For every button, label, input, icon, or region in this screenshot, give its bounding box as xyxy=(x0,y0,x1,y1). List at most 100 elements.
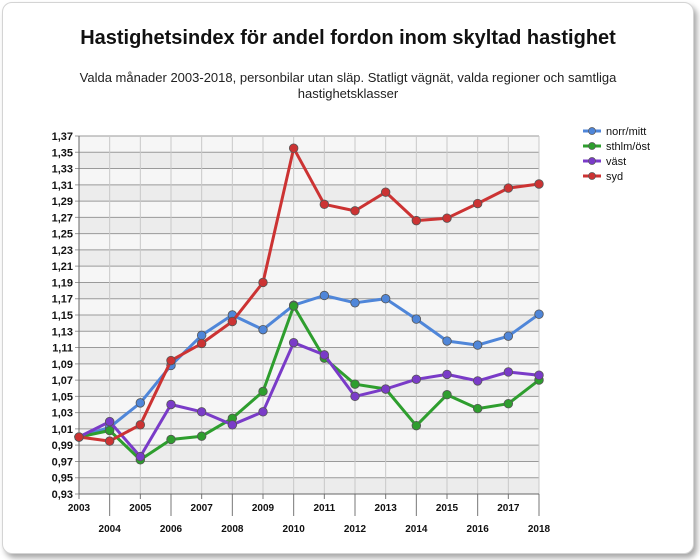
grid-band xyxy=(79,136,539,153)
y-tick-label: 0,97 xyxy=(52,456,73,468)
grid-band xyxy=(79,298,539,315)
y-tick-label: 1,23 xyxy=(52,245,73,257)
data-point-v-st xyxy=(411,374,422,384)
axes: 0,93 0,95 0,97 0,99 1,01 1,03 1,05 1,07 1,09 1,11… xyxy=(52,131,551,535)
data-point-v-st xyxy=(135,451,146,462)
legend: norr/mitt sthlm/öst väst syd xyxy=(583,126,650,183)
y-tick-label: 1,19 xyxy=(52,277,73,289)
data-point-sthlm-st xyxy=(258,386,268,397)
grid-band xyxy=(79,363,539,381)
grid-band xyxy=(79,152,539,169)
data-point-norr-mitt xyxy=(350,298,360,308)
data-point-syd xyxy=(74,432,84,442)
data-point-sthlm-st xyxy=(503,398,514,409)
grid-band xyxy=(79,477,539,494)
x-tick-label: 2006 xyxy=(160,524,183,535)
x-tick-label: 2018 xyxy=(528,524,551,535)
series-line-v-st xyxy=(78,341,540,459)
chart-frame: Hastighetsindex för andel fordon inom sk… xyxy=(2,2,694,554)
data-point-sthlm-st xyxy=(166,434,176,445)
y-tick-label: 1,09 xyxy=(52,359,73,371)
data-point-v-st xyxy=(350,391,360,402)
y-tick-label: 1,37 xyxy=(52,131,73,143)
grid-band xyxy=(79,282,539,299)
data-point-norr-mitt xyxy=(319,290,330,301)
chart-subtitle: Valda månader 2003-2018, personbilar uta… xyxy=(79,70,617,101)
data-point-syd xyxy=(350,206,360,216)
y-tick-label: 1,31 xyxy=(52,180,73,192)
grid-band xyxy=(79,233,539,250)
legend-label-norr-mitt: norr/mitt xyxy=(606,126,646,138)
data-point-norr-mitt xyxy=(442,336,452,346)
grid-band xyxy=(79,412,539,429)
data-point-syd xyxy=(472,198,483,209)
data-point-syd xyxy=(166,355,176,366)
data-point-sthlm-st xyxy=(411,420,422,431)
data-point-syd xyxy=(135,420,146,430)
legend-label-syd: syd xyxy=(606,171,623,183)
x-tick-label: 2016 xyxy=(467,524,490,535)
data-point-syd xyxy=(288,143,299,153)
y-tick-label: 1,25 xyxy=(52,229,73,241)
data-point-sthlm-st xyxy=(104,425,115,436)
grid-band xyxy=(79,266,539,283)
grid xyxy=(75,135,540,495)
x-tick-label: 2011 xyxy=(313,503,335,514)
data-point-v-st xyxy=(104,416,115,427)
x-tick-label: 2014 xyxy=(405,524,428,535)
y-tick-label: 0,95 xyxy=(52,473,73,485)
data-point-sthlm-st xyxy=(350,379,360,389)
data-point-v-st xyxy=(442,369,452,380)
grid-band xyxy=(79,249,539,267)
grid-band xyxy=(79,445,539,462)
data-point-norr-mitt xyxy=(503,331,514,341)
y-tick-label: 1,15 xyxy=(52,310,73,322)
data-point-v-st xyxy=(258,407,268,417)
y-tick-label: 1,21 xyxy=(52,261,73,273)
data-point-syd xyxy=(227,316,238,327)
data-point-syd xyxy=(503,183,514,193)
y-tick-label: 1,33 xyxy=(52,164,73,176)
x-tick-label: 2003 xyxy=(68,503,91,514)
legend-marker-v-st xyxy=(588,157,596,165)
data-point-norr-mitt xyxy=(258,324,268,335)
series-line-sthlm-st xyxy=(78,304,540,462)
grid-band xyxy=(79,315,539,332)
grid-band xyxy=(79,184,539,202)
chart-title: Hastighetsindex för andel fordon inom sk… xyxy=(80,27,616,49)
data-point-syd xyxy=(104,436,115,446)
y-tick-label: 1,17 xyxy=(52,294,73,306)
data-point-v-st xyxy=(227,420,238,430)
series xyxy=(74,143,544,465)
data-point-syd xyxy=(196,338,207,349)
legend-marker-sthlm-st xyxy=(588,142,596,150)
x-tick-label: 2009 xyxy=(252,503,275,514)
data-point-v-st xyxy=(534,370,544,380)
data-point-sthlm-st xyxy=(288,301,299,311)
x-tick-label: 2013 xyxy=(375,503,398,514)
data-point-sthlm-st xyxy=(472,403,483,414)
y-tick-label: 1,35 xyxy=(52,147,73,159)
x-tick-label: 2017 xyxy=(497,503,520,514)
x-tick-label: 2010 xyxy=(283,524,306,535)
legend-marker-syd xyxy=(588,172,596,180)
data-point-v-st xyxy=(380,384,391,394)
data-point-v-st xyxy=(288,337,299,348)
x-tick-label: 2008 xyxy=(221,524,244,535)
x-tick-label: 2015 xyxy=(436,503,459,514)
y-tick-label: 1,29 xyxy=(52,196,73,208)
y-tick-label: 1,13 xyxy=(52,326,73,338)
data-point-syd xyxy=(319,199,330,210)
x-tick-label: 2004 xyxy=(99,524,122,535)
grid-band xyxy=(79,347,539,364)
y-tick-label: 0,93 xyxy=(52,489,73,501)
y-tick-label: 1,11 xyxy=(52,343,73,355)
y-tick-label: 1,05 xyxy=(52,391,73,403)
x-tick-label: 2012 xyxy=(344,524,367,535)
data-point-syd xyxy=(442,213,452,223)
legend-marker-norr-mitt xyxy=(588,127,596,135)
y-tick-label: 1,27 xyxy=(52,212,73,224)
data-point-v-st xyxy=(196,407,207,417)
data-point-norr-mitt xyxy=(411,314,422,324)
data-point-norr-mitt xyxy=(534,309,544,319)
